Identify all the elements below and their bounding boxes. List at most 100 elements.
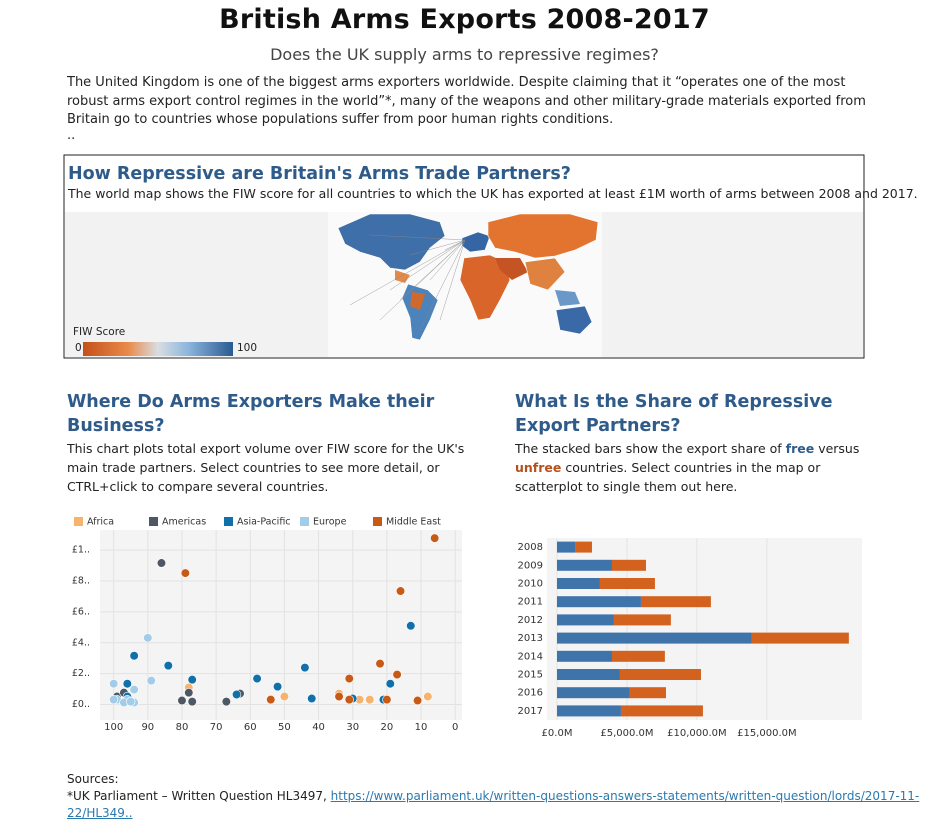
scatter-description: This chart plots total export volume ove… [67,441,465,494]
scatter-point [365,695,375,705]
scatter-point [232,689,242,700]
x-tick-label: 50 [278,722,291,733]
bar-segment [557,614,614,626]
legend-title: FIW Score [73,326,126,338]
ellipsis: .. [67,128,76,143]
scatter-point [122,679,132,689]
y-tick-label: 2016 [518,688,543,699]
scatter-point [395,586,406,596]
scatter-point [392,669,402,680]
legend-swatch [149,517,158,526]
y-tick-label: 2012 [518,615,543,626]
y-tick-label: £2.. [72,668,90,679]
bar-segment [629,687,666,699]
x-tick-label: £10,000.0M [667,728,727,739]
bar-segment [557,559,612,571]
scatter-point [413,695,423,706]
bar-segment [619,669,701,680]
scatter-point [180,568,190,578]
scatter-point [163,661,173,671]
x-tick-label: 40 [312,722,325,733]
bar-segment [620,705,703,717]
desc-part: The stacked bars show the export share o… [515,441,786,456]
scatter-point [143,633,153,643]
y-tick-label: £4.. [72,637,90,648]
world-map[interactable] [328,212,602,357]
unfree-label: unfree [515,460,562,475]
scatter-point [344,674,354,684]
legend-max: 100 [237,342,258,354]
y-tick-label: 2013 [518,633,543,644]
scatter-point [109,679,119,689]
sources-label: Sources: [67,772,119,786]
y-tick-label: £6.. [72,606,90,617]
map-title: How Repressive are Britain's Arms Trade … [68,164,571,184]
scatter-point [272,682,283,692]
bar-segment [557,650,612,662]
scatter-point [129,651,139,661]
scatter-point [187,697,197,707]
y-tick-label: £0.. [72,699,90,710]
bar-segment [557,687,630,699]
map-description: The world map shows the FIW score for al… [68,186,918,201]
bar-segment [557,578,600,589]
y-tick-label: 2017 [518,706,543,717]
citation-text: *UK Parliament – Written Question HL3497… [67,789,331,803]
legend-label: Africa [87,517,114,528]
scatter-point [382,695,392,705]
bar-title: What Is the Share of Repressive Export P… [515,392,833,436]
legend-label: Europe [313,517,347,528]
legend-swatch [373,517,382,526]
x-tick-label: 70 [210,722,223,733]
x-tick-label: 100 [104,722,123,733]
scatter-point [177,695,187,706]
sources: Sources: *UK Parliament – Written Questi… [67,771,929,822]
legend-label: Americas [162,517,206,528]
x-tick-label: 60 [244,722,257,733]
x-tick-label: £0.0M [542,728,573,739]
legend-label: Asia-Pacific [237,517,291,528]
scatter-point [252,674,262,684]
scatter-point [187,675,197,685]
y-tick-label: 2011 [518,597,543,608]
scatter-title: Where Do Arms Exporters Make their Busin… [67,392,435,436]
scatter-point [221,697,231,707]
intro-text: The United Kingdom is one of the biggest… [67,75,866,127]
legend-swatch [74,517,83,526]
bar-segment [575,541,592,553]
x-tick-label: 30 [346,722,359,733]
bar-segment [599,578,655,589]
page-subtitle: Does the UK supply arms to repressive re… [270,45,659,64]
y-tick-label: 2008 [518,542,543,553]
scatter-point [307,693,317,704]
scatter-point [334,691,344,702]
scatter-point [156,558,167,568]
scatter-point [184,688,194,698]
scatter-point [300,663,310,673]
fiw-legend-gradient [83,342,233,356]
legend-label: Middle East [386,517,441,528]
bar-description: The stacked bars show the export share o… [515,439,875,496]
bar-segment [557,669,620,680]
source-link[interactable]: https://www.parliament.uk/written-questi… [67,789,920,820]
scatter-point [430,533,440,543]
x-tick-label: 10 [415,722,428,733]
y-tick-label: 2015 [518,670,543,681]
y-tick-label: £8.. [72,575,90,586]
bar-segment [557,596,641,608]
scatter-point [423,691,433,702]
y-tick-label: 2010 [518,579,543,590]
y-tick-label: 2014 [518,651,543,662]
desc-part: countries. Select countries in the map o… [515,460,821,494]
y-tick-label: 2009 [518,560,543,571]
free-label: free [785,441,815,456]
bar-segment [557,705,621,717]
bar-segment [557,541,576,553]
x-tick-label: £15,000.0M [737,728,797,739]
bar-segment [613,614,671,626]
x-tick-label: 0 [452,722,458,733]
x-tick-label: 80 [176,722,189,733]
legend-swatch [300,517,309,526]
